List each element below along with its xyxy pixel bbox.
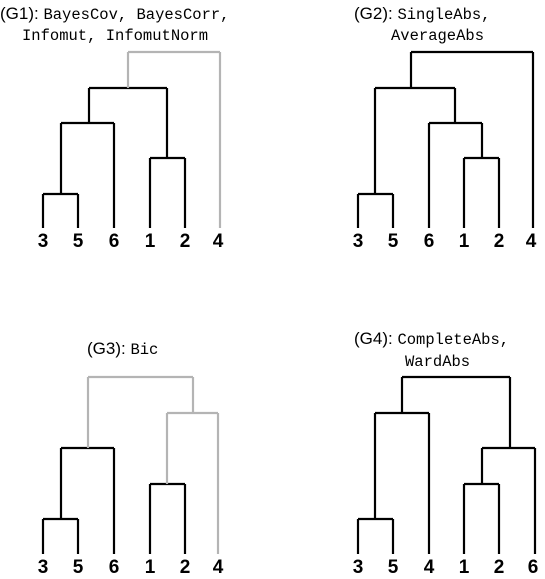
panel-g1: (G1): BayesCov, BayesCorr, Infomut, Info… <box>0 4 229 252</box>
g4-leaf-label: 1 <box>459 557 470 578</box>
g1-leaf-label: 1 <box>145 231 156 252</box>
panel-g1-title: (G1): BayesCov, BayesCorr, <box>0 4 229 24</box>
g3-leaf-label: 5 <box>73 557 84 578</box>
panel-g4: (G4): CompleteAbs, WardAbs 3 <box>353 329 539 578</box>
panel-g1-title-line-2: Infomut, InfomutNorm <box>22 27 208 45</box>
panel-g3: (G3): Bic 3 5 6 <box>38 339 224 578</box>
panel-g4-title-line-2: WardAbs <box>405 353 470 371</box>
g2-leaf-label: 2 <box>494 231 505 252</box>
panel-g4-tree <box>356 375 537 554</box>
g1-leaf-label: 5 <box>73 231 84 252</box>
g2-leaf-label: 3 <box>353 231 364 252</box>
panel-g4-title: (G4): CompleteAbs, <box>354 329 509 349</box>
panel-g1-tree <box>41 50 222 228</box>
g1-leaf-label: 3 <box>38 231 49 252</box>
g4-leaf-label: 2 <box>494 557 505 578</box>
panel-g2: (G2): SingleAbs, AverageAbs <box>353 4 537 252</box>
panel-g2-title-prefix: (G2): <box>354 4 397 23</box>
panel-g4-title-prefix: (G4): <box>354 329 397 348</box>
panel-g1-title-line-1: BayesCov, BayesCorr, <box>43 6 229 24</box>
panel-g3-title: (G3): Bic <box>87 339 158 359</box>
g4-leaf-label: 3 <box>353 557 364 578</box>
g4-leaf-label: 6 <box>528 557 539 578</box>
panel-g4-leaves: 3 5 4 1 2 6 <box>353 557 539 578</box>
g2-leaf-label: 5 <box>388 231 399 252</box>
panel-g1-title-prefix: (G1): <box>0 4 43 23</box>
panel-g3-title-prefix: (G3): <box>87 339 130 358</box>
panel-g2-tree <box>356 50 535 228</box>
panel-g2-title-line-2: AverageAbs <box>391 27 484 45</box>
panel-g3-leaves: 3 5 6 1 2 4 <box>38 557 224 578</box>
g3-leaf-label: 4 <box>213 557 224 578</box>
panel-g2-title: (G2): SingleAbs, <box>354 4 490 24</box>
g3-leaf-label: 6 <box>109 557 120 578</box>
g4-leaf-label: 4 <box>424 557 435 578</box>
g2-leaf-label: 4 <box>526 231 537 252</box>
panel-g2-leaves: 3 5 6 1 2 4 <box>353 231 537 252</box>
g4-leaf-label: 5 <box>388 557 399 578</box>
g2-leaf-label: 1 <box>459 231 470 252</box>
g3-leaf-label: 1 <box>145 557 156 578</box>
g1-leaf-label: 2 <box>180 231 191 252</box>
panel-g3-tree <box>41 375 220 554</box>
g3-leaf-label: 3 <box>38 557 49 578</box>
panel-g1-leaves: 3 5 6 1 2 4 <box>38 231 224 252</box>
g2-leaf-label: 6 <box>424 231 435 252</box>
panel-g2-title-line-1: SingleAbs, <box>397 6 490 24</box>
g3-leaf-label: 2 <box>180 557 191 578</box>
panel-g3-title-line-1: Bic <box>130 341 158 359</box>
panel-g4-title-line-1: CompleteAbs, <box>397 331 509 349</box>
g1-leaf-label: 6 <box>109 231 120 252</box>
g1-leaf-label: 4 <box>213 231 224 252</box>
